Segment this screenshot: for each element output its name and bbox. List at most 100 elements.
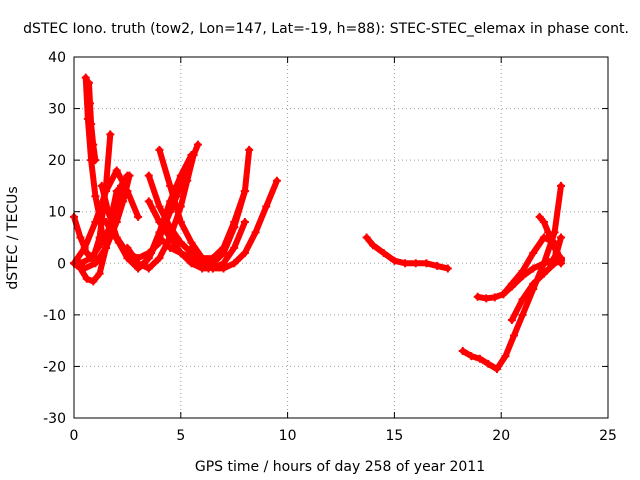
data-point xyxy=(87,254,96,263)
data-point xyxy=(187,156,196,165)
data-point xyxy=(140,259,149,268)
data-point xyxy=(548,256,557,265)
data-point xyxy=(89,277,98,286)
data-point xyxy=(240,248,249,257)
data-point xyxy=(91,192,100,201)
data-point xyxy=(123,243,132,252)
x-tick-label: 20 xyxy=(492,428,510,444)
data-point xyxy=(492,365,501,374)
series-track xyxy=(458,181,566,374)
series-track xyxy=(507,256,566,325)
data-point xyxy=(458,346,467,355)
data-point xyxy=(467,352,476,361)
series-track xyxy=(187,176,281,273)
y-tick-label: -30 xyxy=(43,411,66,427)
data-point xyxy=(539,269,548,278)
data-point xyxy=(91,218,100,227)
x-tick-label: 5 xyxy=(176,428,185,444)
data-point xyxy=(144,171,153,180)
data-point xyxy=(86,99,95,108)
x-axis-title: GPS time / hours of day 258 of year 2011 xyxy=(195,459,485,475)
series-line xyxy=(188,146,253,267)
data-point xyxy=(155,145,164,154)
data-point xyxy=(82,274,91,283)
data-point xyxy=(490,293,499,302)
data-point xyxy=(155,254,164,263)
data-point xyxy=(155,218,164,227)
data-point xyxy=(230,223,239,232)
data-point xyxy=(80,243,89,252)
y-tick-label: 40 xyxy=(48,50,66,66)
data-point xyxy=(123,254,132,263)
y-axis-title: dSTEC / TECUs xyxy=(5,186,21,289)
data-point xyxy=(230,259,239,268)
data-point xyxy=(379,248,388,257)
data-point xyxy=(198,254,207,263)
data-point xyxy=(108,228,117,237)
data-point xyxy=(166,243,175,252)
chart-title: dSTEC Iono. truth (tow2, Lon=147, Lat=-1… xyxy=(23,21,629,37)
x-tick-label: 15 xyxy=(385,428,403,444)
x-tick-label: 10 xyxy=(279,428,297,444)
data-point xyxy=(401,259,410,268)
data-point xyxy=(112,166,121,175)
data-point xyxy=(544,257,553,266)
data-point xyxy=(134,264,143,273)
data-point xyxy=(552,248,561,257)
data-point xyxy=(166,233,175,242)
data-point xyxy=(208,259,217,268)
data-point xyxy=(134,212,143,221)
data-point xyxy=(91,156,100,165)
data-point xyxy=(114,238,123,247)
y-tick-label: 0 xyxy=(57,256,66,272)
data-point xyxy=(95,269,104,278)
data-point xyxy=(240,187,249,196)
data-point xyxy=(97,181,106,190)
data-point xyxy=(539,233,548,242)
data-point xyxy=(89,140,98,149)
data-point xyxy=(539,218,548,227)
data-point xyxy=(501,352,510,361)
series-track xyxy=(362,233,452,273)
data-point xyxy=(482,294,491,303)
y-tick-label: 30 xyxy=(48,102,66,118)
data-point xyxy=(176,248,185,257)
data-point xyxy=(362,233,371,242)
data-point xyxy=(80,264,89,273)
data-point xyxy=(144,264,153,273)
data-point xyxy=(548,238,557,247)
data-point xyxy=(155,233,164,242)
data-point xyxy=(81,73,90,82)
data-point xyxy=(230,243,239,252)
data-point xyxy=(166,223,175,232)
data-point xyxy=(219,264,228,273)
data-point xyxy=(544,228,553,237)
data-point xyxy=(262,202,271,211)
y-tick-label: -20 xyxy=(43,359,66,375)
data-point xyxy=(369,241,378,250)
data-point xyxy=(166,181,175,190)
data-point xyxy=(97,238,106,247)
data-point xyxy=(518,267,527,276)
data-point xyxy=(529,264,538,273)
plot-frame xyxy=(73,56,609,419)
data-point xyxy=(176,238,185,247)
x-tick-label: 0 xyxy=(70,428,79,444)
data-point xyxy=(535,212,544,221)
data-point xyxy=(240,218,249,227)
data-point xyxy=(84,78,93,87)
data-point xyxy=(557,254,566,263)
data-point xyxy=(155,202,164,211)
series-track xyxy=(539,233,566,268)
series-line xyxy=(459,182,564,372)
data-point xyxy=(102,243,111,252)
data-point xyxy=(433,261,442,270)
data-point xyxy=(518,295,527,304)
series-track xyxy=(84,78,100,165)
data-point xyxy=(102,218,111,227)
data-point xyxy=(119,197,128,206)
data-point xyxy=(251,228,260,237)
data-point xyxy=(443,264,452,273)
data-point xyxy=(166,207,175,216)
